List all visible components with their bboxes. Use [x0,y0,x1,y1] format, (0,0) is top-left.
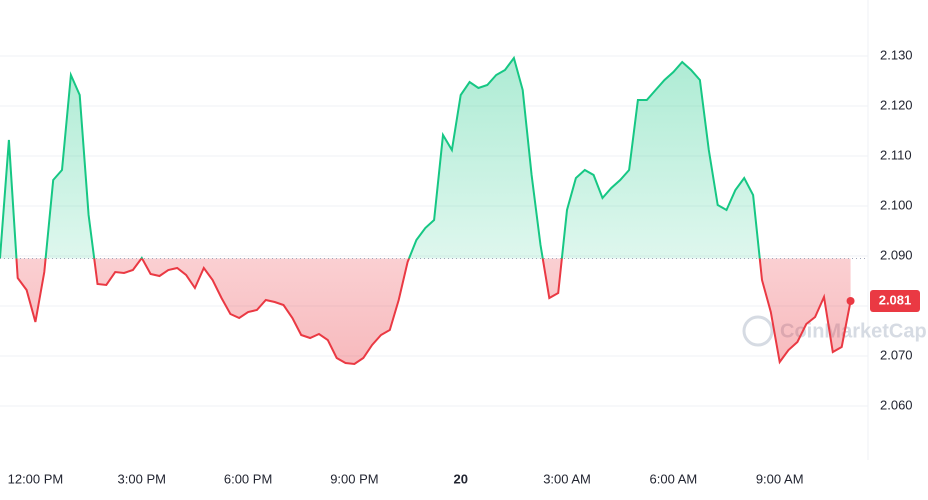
x-tick-label: 20 [453,471,467,486]
y-tick-label: 2.060 [880,397,913,412]
x-tick-label: 9:00 AM [756,471,804,486]
y-tick-label: 2.130 [880,47,913,62]
price-line-up [0,55,761,259]
watermark: CoinMarketCap [780,320,927,342]
y-tick-label: 2.070 [880,347,913,362]
x-tick-label: 6:00 AM [650,471,698,486]
last-price-label: 2.081 [879,292,912,307]
last-price-box [870,290,920,312]
y-tick-label: 2.100 [880,197,913,212]
area-up [0,58,851,259]
x-tick-label: 3:00 PM [118,471,166,486]
y-tick-label: 2.110 [880,147,912,162]
x-tick-label: 6:00 PM [224,471,272,486]
x-tick-label: 12:00 PM [8,471,64,486]
x-tick-label: 9:00 PM [330,471,378,486]
y-tick-label: 2.090 [880,247,913,262]
last-point [846,297,855,305]
y-tick-label: 2.120 [880,97,913,112]
area-down [0,258,851,364]
x-tick-label: 3:00 AM [543,471,591,486]
watermark-logo [742,315,774,347]
